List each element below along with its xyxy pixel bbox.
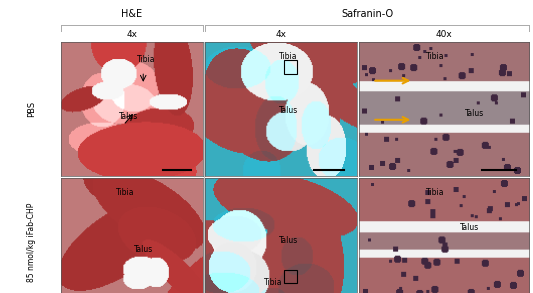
Text: Talus: Talus [279, 236, 298, 245]
Text: Talus: Talus [134, 245, 153, 254]
Text: 85 nmol/kg iFab-CHP: 85 nmol/kg iFab-CHP [28, 202, 36, 282]
Text: Safranin-O: Safranin-O [341, 9, 393, 19]
Text: Talus: Talus [119, 112, 139, 121]
Text: Talus: Talus [465, 109, 484, 118]
Text: 40x: 40x [435, 30, 453, 39]
Text: Tibia: Tibia [426, 188, 445, 197]
Text: Tibia: Tibia [137, 55, 155, 64]
Bar [284, 60, 297, 74]
Text: H&E: H&E [122, 9, 142, 19]
Text: 4x: 4x [126, 30, 138, 39]
Bar [284, 270, 297, 283]
Text: Talus: Talus [279, 106, 298, 115]
Text: PBS: PBS [28, 101, 36, 117]
Text: Tibia: Tibia [116, 188, 134, 197]
Text: Talus: Talus [460, 223, 479, 232]
Text: Tibia: Tibia [279, 52, 297, 62]
Text: Tibia: Tibia [426, 52, 445, 62]
Text: Tibia: Tibia [264, 278, 282, 287]
Text: 4x: 4x [275, 30, 286, 39]
